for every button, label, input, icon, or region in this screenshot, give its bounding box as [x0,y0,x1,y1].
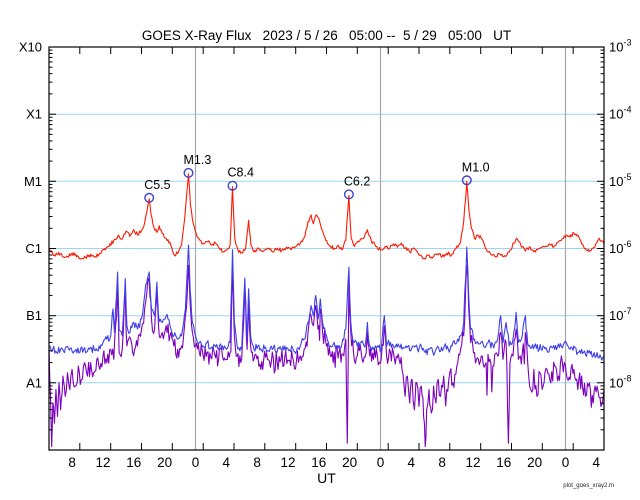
flare-marker-C5.5 [144,192,155,203]
x-tick-label: 0 [562,455,570,470]
x-tick-label: 12 [465,455,480,470]
watermark-script-name: plot_goes_xray2.m [563,483,614,489]
x-tick-label: 0 [192,455,200,470]
x-tick-label: 16 [311,455,326,470]
x-tick-label: 20 [157,455,172,470]
x-tick-label: 8 [68,455,76,470]
y-right-label: 10-4 [609,105,631,122]
y-left-label-B1: B1 [26,308,42,323]
x-tick-label: 20 [342,455,357,470]
y-right-label: 10-3 [609,38,631,55]
series-group [49,173,604,448]
x-tick-label: 16 [496,455,511,470]
chart-title: GOES X-Ray Flux 2023 / 5 / 26 05:00 -- 5… [141,28,512,43]
x-tick-label: 8 [253,455,261,470]
flare-label-M1.3: M1.3 [184,153,212,167]
flare-label-C6.2: C6.2 [344,174,370,188]
flare-marker-M1.3 [183,167,194,178]
x-tick-label: 4 [223,455,231,470]
y-right-label: 10-8 [609,373,631,390]
y-ticks [49,46,604,451]
series-xray-short-blue [49,244,604,361]
y-left-label-C1: C1 [25,241,42,256]
x-tick-label: 12 [95,455,110,470]
flare-label-C8.4: C8.4 [228,166,254,180]
x-tick-label: 4 [408,455,416,470]
flare-marker-M1.0 [461,175,472,186]
series-xray-long-red [49,173,604,260]
y-right-label: 10-6 [609,239,631,256]
y-left-label-X1: X1 [26,107,42,122]
x-tick-label: 0 [377,455,385,470]
flare-marker-C8.4 [227,180,238,191]
x-tick-label: 8 [438,455,446,470]
x-tick-label: 20 [527,455,542,470]
series-xray-short-sat2-purple [49,264,604,448]
x-tick-label: 4 [593,455,601,470]
y-left-label-A1: A1 [26,375,42,390]
flare-marker-C6.2 [343,189,354,200]
flare-label-M1.0: M1.0 [462,160,490,174]
y-right-label: 10-5 [609,172,631,189]
flare-label-C5.5: C5.5 [144,178,170,192]
y-right-label: 10-7 [609,306,631,323]
x-axis-title: UT [317,470,336,486]
x-tick-label: 12 [280,455,295,470]
x-tick-label: 16 [126,455,141,470]
y-left-label-M1: M1 [24,174,42,189]
y-left-label-X10: X10 [19,40,42,55]
